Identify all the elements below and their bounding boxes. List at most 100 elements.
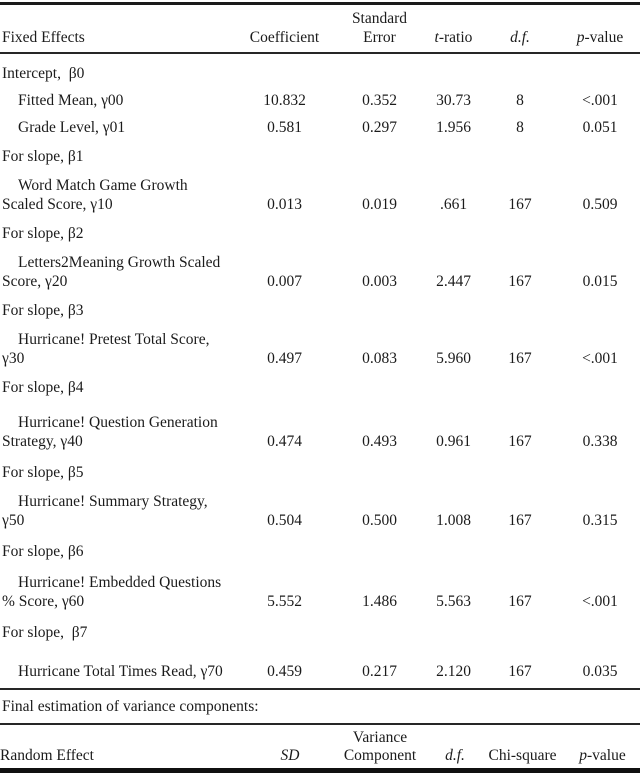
section-label: For slope, β5	[2, 464, 84, 481]
random-effects-table: Random Effect SD Variance Component d.f.…	[0, 725, 640, 773]
section-label: For slope, β7	[2, 624, 88, 641]
cell-standard-error: 0.500	[362, 512, 397, 529]
section-row: For slope, β2	[0, 214, 640, 243]
col-header-p-value: p-value	[576, 29, 624, 46]
table-row: Hurricane! Embedded Questions % Score, γ…	[0, 561, 640, 611]
cell-coefficient: 0.013	[267, 196, 302, 213]
section-row: For slope, β6	[0, 530, 640, 561]
section-row: Intercept, β0	[0, 53, 640, 83]
cell-t-ratio: 5.960	[436, 350, 471, 367]
cell-label: Hurricane! Pretest Total Score, γ30	[0, 320, 237, 368]
label-line-2: γ50	[2, 512, 25, 529]
fixed-effects-table: Fixed Effects Coefficient Standard Error…	[0, 2, 640, 690]
section-label: For slope, β6	[2, 543, 84, 560]
col-header-sd: SD	[280, 747, 300, 764]
cell-t-ratio: 1.956	[436, 119, 471, 136]
cell-coefficient: 0.581	[267, 119, 302, 136]
label-line-1: Hurricane! Embedded Questions	[18, 574, 222, 591]
fixed-effects-header-row: Fixed Effects Coefficient Standard Error…	[0, 4, 640, 53]
section-row: For slope, β7	[0, 611, 640, 642]
cell-coefficient: 5.552	[267, 593, 302, 610]
cell-t-ratio: .661	[439, 196, 468, 213]
label-line-2: Strategy, γ40	[2, 433, 83, 450]
cell-t-ratio: 2.447	[436, 273, 471, 290]
col-header-p-value: p-value	[579, 747, 626, 764]
col-header-t-ratio: t-ratio	[434, 29, 473, 46]
cell-coefficient: 0.504	[267, 512, 302, 529]
cell-standard-error: 0.083	[362, 350, 397, 367]
col-header-random-effect: Random Effect	[0, 747, 94, 764]
cell-coefficient: 0.459	[267, 663, 302, 680]
cell-df: 167	[508, 196, 532, 213]
label-line-1: Grade Level, γ01	[18, 119, 126, 136]
cell-p-value: 0.509	[582, 196, 618, 213]
cell-coefficient: 10.832	[263, 92, 306, 109]
table-row: Fitted Mean, γ00 10.832 0.352 30.73 8 <.…	[0, 83, 640, 110]
cell-df: 8	[516, 92, 524, 109]
label-line-1: Letters2Meaning Growth Scaled	[18, 254, 221, 271]
section-row: For slope, β3	[0, 291, 640, 320]
cell-df: 8	[516, 119, 524, 136]
cell-p-value: 0.315	[582, 512, 618, 529]
cell-df: 167	[508, 663, 532, 680]
cell-label: Hurricane! Question Generation Strategy,…	[0, 397, 237, 451]
table-row: Hurricane! Pretest Total Score, γ30 0.49…	[0, 320, 640, 368]
cell-label: Grade Level, γ01	[0, 110, 237, 137]
table-row: Grade Level, γ01 0.581 0.297 1.956 8 0.0…	[0, 110, 640, 137]
label-line-1: Hurricane Total Times Read, γ70	[18, 663, 223, 680]
cell-label: Hurricane! Summary Strategy, γ50	[0, 482, 237, 530]
cell-standard-error: 0.493	[362, 433, 397, 450]
label-line-1: Hurricane! Question Generation	[18, 414, 218, 431]
cell-p-value: <.001	[582, 92, 618, 109]
cell-label: Hurricane Total Times Read, γ70	[0, 642, 237, 689]
table-row: Hurricane! Question Generation Strategy,…	[0, 397, 640, 451]
cell-standard-error: 0.352	[362, 92, 397, 109]
cell-df: 167	[508, 593, 532, 610]
cell-coefficient: 0.497	[267, 350, 302, 367]
random-effects-header-row: Random Effect SD Variance Component d.f.…	[0, 725, 640, 771]
col-header-df: d.f.	[445, 747, 465, 764]
label-line-1: Hurricane! Pretest Total Score,	[18, 331, 210, 348]
col-header-df: d.f.	[510, 29, 530, 46]
table-row: Word Match Game Growth Scaled Score, γ10…	[0, 166, 640, 214]
cell-p-value: 0.015	[582, 273, 618, 290]
label-line-2: % Score, γ60	[2, 593, 85, 610]
label-line-1: Hurricane! Summary Strategy,	[18, 493, 208, 510]
cell-df: 167	[508, 350, 532, 367]
label-line-2: Scaled Score, γ10	[2, 196, 113, 213]
cell-p-value: 0.051	[582, 119, 618, 136]
cell-p-value: <.001	[582, 593, 618, 610]
label-line-1: Fitted Mean, γ00	[18, 92, 124, 109]
cell-coefficient: 0.007	[267, 273, 302, 290]
cell-standard-error: 0.019	[362, 196, 397, 213]
cell-standard-error: 0.297	[362, 119, 397, 136]
col-header-coefficient: Coefficient	[249, 29, 320, 46]
col-header-label: Fixed Effects	[2, 29, 85, 46]
cell-standard-error: 1.486	[362, 593, 397, 610]
cell-t-ratio: 5.563	[436, 593, 471, 610]
cell-p-value: 0.338	[582, 433, 618, 450]
col-header-chi-square: Chi-square	[488, 747, 557, 764]
cell-df: 167	[508, 433, 532, 450]
cell-p-value: 0.035	[582, 663, 618, 680]
cell-t-ratio: 30.73	[436, 92, 471, 109]
cell-label: Fitted Mean, γ00	[0, 83, 237, 110]
cell-coefficient: 0.474	[267, 433, 302, 450]
section-row: For slope, β5	[0, 451, 640, 482]
cell-p-value: <.001	[582, 350, 618, 367]
section-label: For slope, β4	[2, 379, 84, 396]
section-label: Intercept, β0	[2, 65, 85, 82]
label-line-1: Word Match Game Growth	[18, 177, 188, 194]
cell-label: Word Match Game Growth Scaled Score, γ10	[0, 166, 237, 214]
cell-t-ratio: 0.961	[436, 433, 471, 450]
cell-label: Hurricane! Embedded Questions % Score, γ…	[0, 561, 237, 611]
section-label: For slope, β2	[2, 225, 84, 242]
cell-t-ratio: 1.008	[436, 512, 471, 529]
label-line-2: γ30	[2, 350, 25, 367]
section-label: For slope, β1	[2, 148, 84, 165]
label-line-2: Score, γ20	[2, 273, 68, 290]
col-header-standard-error: Standard Error	[351, 10, 408, 46]
cell-t-ratio: 2.120	[436, 663, 471, 680]
table-row: Letters2Meaning Growth Scaled Score, γ20…	[0, 243, 640, 291]
